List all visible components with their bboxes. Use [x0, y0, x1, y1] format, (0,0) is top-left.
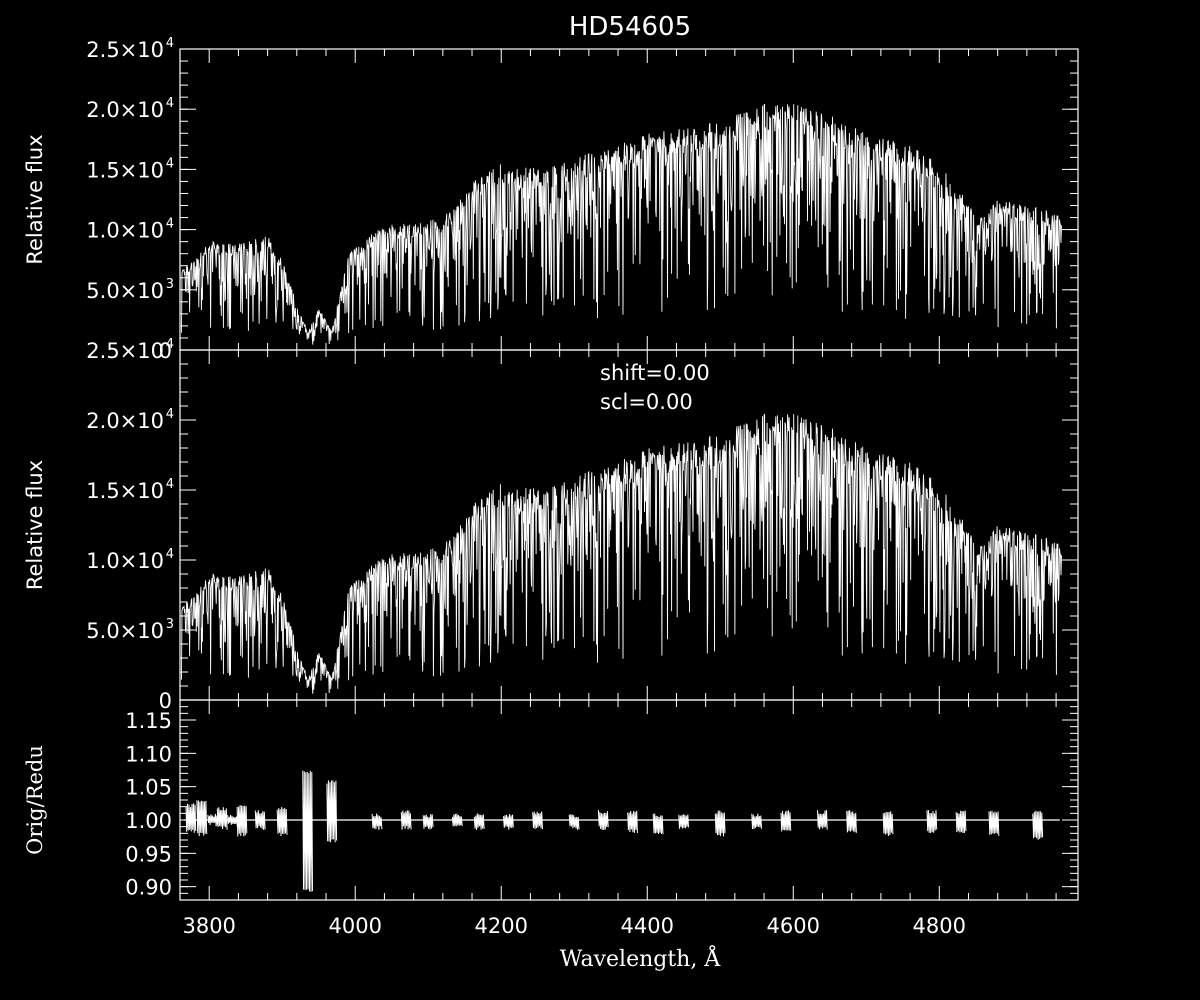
y-tick-label: 0: [159, 339, 172, 363]
y-tick-label: 5.0×10: [86, 619, 164, 643]
y-tick-label: 0.90: [125, 876, 172, 900]
ratio-spike: [1032, 810, 1044, 840]
ratio-spike: [568, 814, 580, 830]
ratio-spike: [678, 814, 689, 829]
ratio-frame: [179, 699, 1079, 901]
ratio-spike: [817, 810, 828, 830]
x-axis-label: Wavelength, Å: [560, 944, 722, 972]
y-tick-label: 1.10: [125, 742, 172, 766]
y-tick-label: 2.0×10: [86, 409, 164, 433]
ratio-spike: [751, 813, 762, 830]
y-tick-exponent: 3: [166, 617, 174, 632]
x-tick-label: 4400: [621, 914, 674, 938]
y-tick-label: 1.15: [125, 709, 172, 733]
ratio-spike: [652, 813, 664, 835]
ratio-spike: [236, 805, 248, 837]
ratio-spike: [532, 811, 543, 830]
y-tick-label: 1.5×10: [86, 479, 164, 503]
ratio-ticks: 0.90 0.95 1.00 1.05 1.10 1.15: [125, 699, 1078, 901]
ratio-spike: [473, 813, 485, 831]
ratio-spike: [714, 810, 726, 837]
ratio-spike: [207, 813, 219, 827]
y-tick-label: 2.5×10: [86, 38, 164, 62]
y-tick-label: 1.05: [125, 776, 172, 800]
ratio-spike: [371, 813, 383, 830]
ratio-spike: [196, 800, 208, 837]
y-tick-exponent: 4: [166, 217, 174, 232]
flux-top-ticks: 05.0×10 31.0×10 41.5×10 42.0×10 42.5×10 4: [86, 36, 1078, 363]
ratio-spike: [627, 810, 638, 834]
ratio-y-axis-label: Orig/Redu: [23, 745, 47, 855]
flux-middle-y-axis-label: Relative flux: [23, 460, 47, 590]
y-tick-label: 1.00: [125, 809, 172, 833]
ratio-spike: [216, 807, 228, 830]
ratio-spike: [846, 810, 857, 833]
figure-title: HD54605: [569, 12, 691, 42]
flux-panel-middle: 05.0×10 31.0×10 41.5×10 42.0×10 42.5×10 4 Rel…: [23, 337, 1079, 713]
scale-annotation: scl=0.00: [600, 390, 693, 414]
x-tick-labels: 3800 4000 4200 4400 4600 4800: [182, 914, 966, 938]
x-tick-label: 3800: [182, 914, 235, 938]
y-tick-exponent: 4: [166, 337, 174, 352]
ratio-residuals: [183, 770, 1060, 892]
x-tick-label: 4600: [767, 914, 820, 938]
ratio-spike: [276, 806, 288, 837]
y-tick-exponent: 4: [166, 96, 174, 111]
ratio-spike: [302, 770, 313, 892]
flux-spectrum-top: [181, 103, 1062, 345]
y-tick-exponent: 4: [166, 407, 174, 422]
spectrum-line: [181, 413, 1062, 694]
x-tick-label: 4200: [475, 914, 528, 938]
y-tick-label: 5.0×10: [86, 279, 164, 303]
y-tick-exponent: 4: [166, 477, 174, 492]
y-tick-exponent: 4: [166, 36, 174, 51]
y-tick-exponent: 3: [166, 277, 174, 292]
ratio-spike: [597, 810, 609, 830]
y-tick-label: 2.5×10: [86, 339, 164, 363]
ratio-spike: [185, 803, 197, 833]
x-tick-label: 4000: [328, 914, 381, 938]
ratio-spike: [955, 810, 967, 834]
y-tick-label: 2.0×10: [86, 98, 164, 122]
ratio-spike: [503, 814, 514, 830]
ratio-spike: [254, 810, 266, 830]
y-tick-label: 1.0×10: [86, 549, 164, 573]
ratio-spike: [400, 810, 412, 830]
ratio-spike: [988, 810, 1000, 836]
y-tick-label: 0.95: [125, 842, 172, 866]
x-tick-label: 4800: [913, 914, 966, 938]
ratio-spike: [780, 810, 792, 832]
flux-spectrum-middle: [181, 413, 1062, 694]
y-tick-exponent: 4: [166, 156, 174, 171]
ratio-spike: [227, 814, 238, 827]
flux-panel-top: 05.0×10 31.0×10 41.5×10 42.0×10 42.5×10 4 Rel…: [23, 36, 1079, 363]
shift-annotation: shift=0.00: [600, 361, 710, 385]
ratio-spike: [422, 814, 434, 830]
ratio-spike: [326, 780, 338, 843]
y-tick-exponent: 4: [166, 547, 174, 562]
ratio-spike: [926, 810, 938, 834]
y-tick-label: 1.5×10: [86, 158, 164, 182]
ratio-panel: 0.90 0.95 1.00 1.05 1.10 1.15 Orig/Redu: [23, 699, 1079, 901]
y-tick-label: 0: [159, 689, 172, 713]
flux-top-y-axis-label: Relative flux: [23, 134, 47, 264]
ratio-spike: [451, 813, 463, 827]
ratio-spike: [882, 811, 894, 836]
spectrum-line: [181, 103, 1062, 345]
y-tick-label: 1.0×10: [86, 219, 164, 243]
